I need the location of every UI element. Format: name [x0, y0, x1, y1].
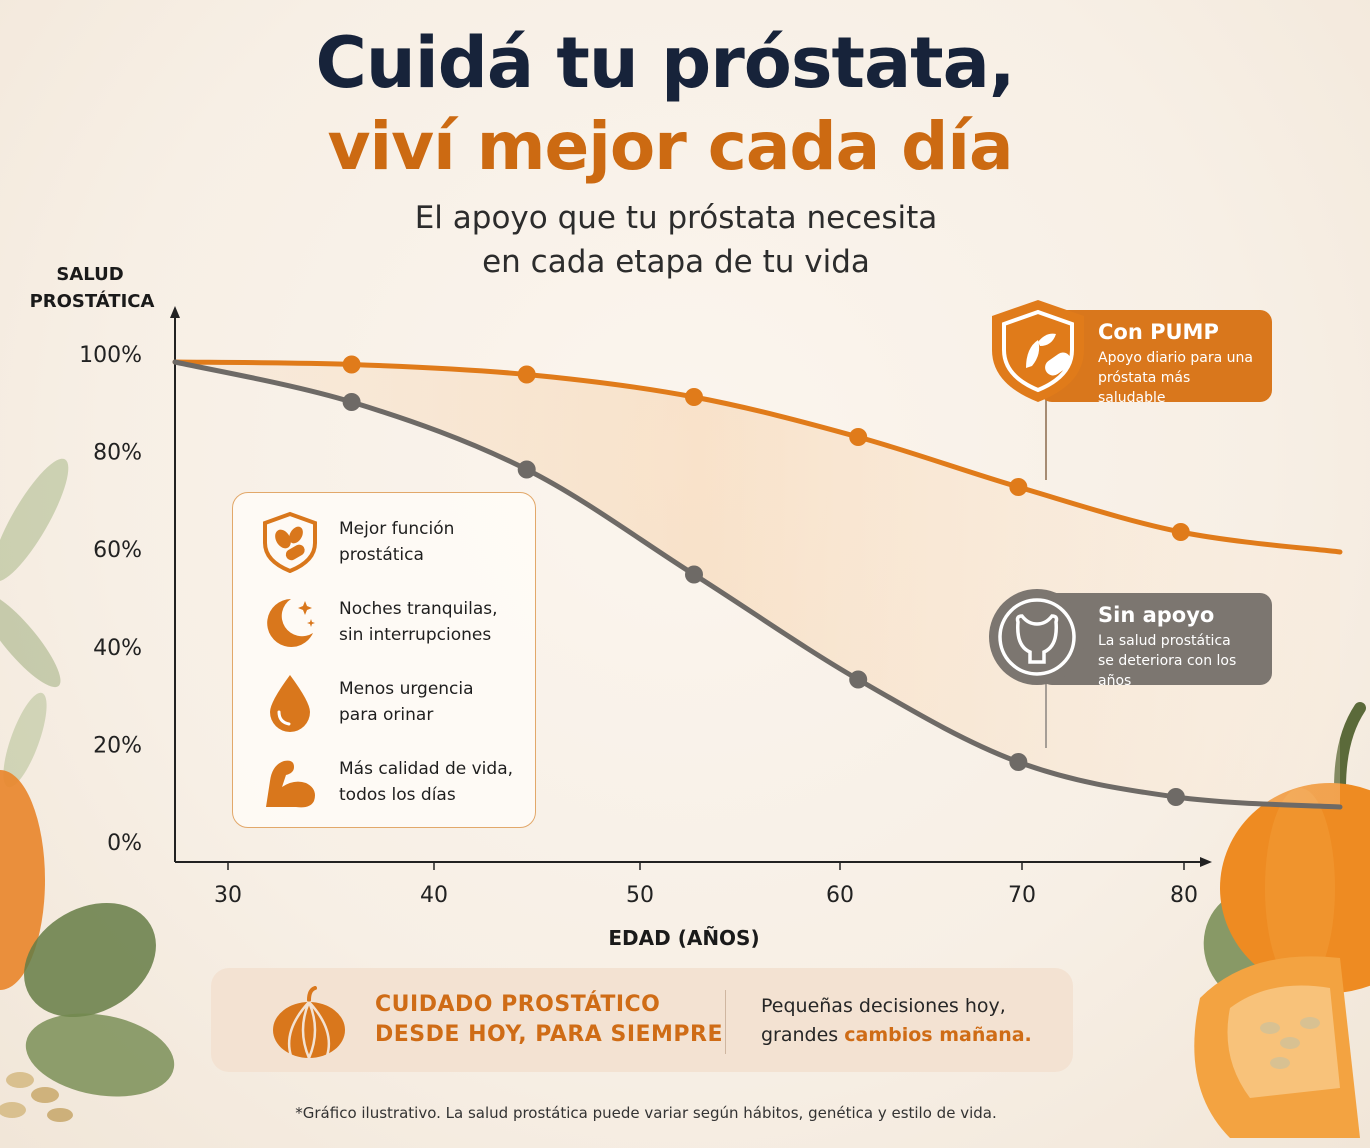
benefit-line2: sin interrupciones	[339, 625, 492, 645]
callout-sin-apoyo: Sin apoyo La salud prostática se deterio…	[1040, 593, 1272, 689]
subtitle-line1: El apoyo que tu próstata necesita	[414, 200, 938, 236]
flexed-arm-icon	[259, 751, 321, 813]
benefit-line2: prostática	[339, 545, 424, 565]
series-line-sin-apoyo	[172, 359, 1343, 810]
benefit-line1: Menos urgencia	[339, 679, 474, 699]
benefit-line2: todos los días	[339, 785, 456, 805]
gap-area	[175, 362, 1340, 807]
x-tick-label: 70	[1008, 883, 1036, 908]
callout-pump-desc-line1: Apoyo diario para una	[1098, 350, 1253, 366]
pumpkin-decoration-right	[1194, 702, 1370, 1138]
series-line-con-pump	[172, 359, 1343, 555]
data-point-con-pump	[1171, 523, 1190, 541]
banner-right-line1: Pequeñas decisiones hoy,	[761, 995, 1006, 1017]
callout-sin-apoyo-desc-line1: La salud prostática	[1098, 633, 1231, 649]
callout-sin-apoyo-title: Sin apoyo	[1098, 603, 1215, 627]
x-axis-arrow	[1200, 857, 1212, 867]
y-tick-label: 100%	[79, 343, 142, 368]
callout-pump-title: Con PUMP	[1098, 320, 1219, 344]
benefit-item: Más calidad de vida, todos los días	[259, 751, 539, 813]
banner-left-line1: CUIDADO PROSTÁTICO	[375, 992, 661, 1017]
banner-left-line2: DESDE HOY, PARA SIEMPRE	[375, 1022, 724, 1047]
benefit-line1: Mejor función	[339, 519, 455, 539]
x-tick-label: 60	[826, 883, 854, 908]
y-tick-label: 60%	[93, 538, 142, 563]
benefit-line2: para orinar	[339, 705, 434, 725]
subtitle-line2: en cada etapa de tu vida	[482, 244, 870, 280]
data-point-con-pump	[849, 428, 868, 446]
y-tick-label: 0%	[107, 831, 142, 856]
benefit-item: Noches tranquilas, sin interrupciones	[259, 591, 539, 653]
line-chart: 30 40 50 60 70 80 0% 20% 40% 60% 80% 100% SALUD PROST…	[30, 264, 1343, 950]
page-title-line1: Cuidá tu próstata,	[315, 22, 1016, 104]
y-tick-label: 40%	[93, 636, 142, 661]
benefit-item: Mejor función prostática	[259, 511, 539, 573]
data-point-sin-apoyo	[685, 565, 703, 584]
x-axis-label: EDAD (AÑOS)	[608, 926, 759, 950]
subtitle: El apoyo que tu próstata necesita en cad…	[0, 196, 1352, 284]
y-tick-label: 80%	[93, 441, 142, 466]
shield-seeds-icon	[259, 511, 321, 573]
footnote: *Gráfico ilustrativo. La salud prostátic…	[295, 1104, 997, 1122]
leaf-decoration-left	[0, 458, 175, 1122]
data-point-con-pump	[1009, 478, 1028, 496]
x-tick-label: 30	[214, 883, 242, 908]
y-tick-label: 20%	[93, 733, 142, 758]
benefit-line1: Más calidad de vida,	[339, 759, 514, 779]
banner-right-highlight: cambios mañana.	[844, 1024, 1032, 1046]
drop-icon	[259, 671, 321, 733]
bottom-banner: CUIDADO PROSTÁTICO DESDE HOY, PARA SIEMP…	[211, 968, 1073, 1072]
data-point-sin-apoyo	[849, 670, 868, 689]
benefit-item: Menos urgencia para orinar	[259, 671, 539, 733]
x-tick-label: 40	[420, 883, 448, 908]
data-point-con-pump	[342, 355, 361, 374]
data-point-sin-apoyo	[342, 393, 361, 411]
callout-pump-desc-line2: próstata más saludable	[1098, 370, 1191, 406]
x-tick-label: 50	[626, 883, 654, 908]
callout-sin-apoyo-desc-line2: se deteriora con los años	[1098, 653, 1237, 689]
banner-divider	[725, 990, 726, 1054]
benefit-line1: Noches tranquilas,	[339, 599, 498, 619]
data-point-sin-apoyo	[1166, 788, 1185, 806]
pumpkin-icon	[273, 986, 345, 1059]
data-point-con-pump	[685, 388, 703, 406]
banner-right-prefix: grandes	[761, 1024, 845, 1046]
data-point-con-pump	[517, 365, 536, 384]
benefits-box: Mejor función prostática Noches tranquil…	[232, 492, 536, 828]
moon-stars-icon	[259, 591, 321, 653]
x-tick-label: 80	[1170, 883, 1198, 908]
data-point-sin-apoyo	[517, 460, 536, 479]
bladder-icon	[988, 588, 1086, 686]
data-point-sin-apoyo	[1009, 753, 1028, 771]
y-axis-label-line1: SALUD	[56, 264, 123, 285]
shield-leaf-pill-icon	[986, 296, 1090, 406]
page-title-line2: viví mejor cada día	[327, 108, 1013, 185]
y-axis-arrow	[170, 306, 180, 318]
y-axis-label-line2: PROSTÁTICA	[30, 290, 155, 312]
